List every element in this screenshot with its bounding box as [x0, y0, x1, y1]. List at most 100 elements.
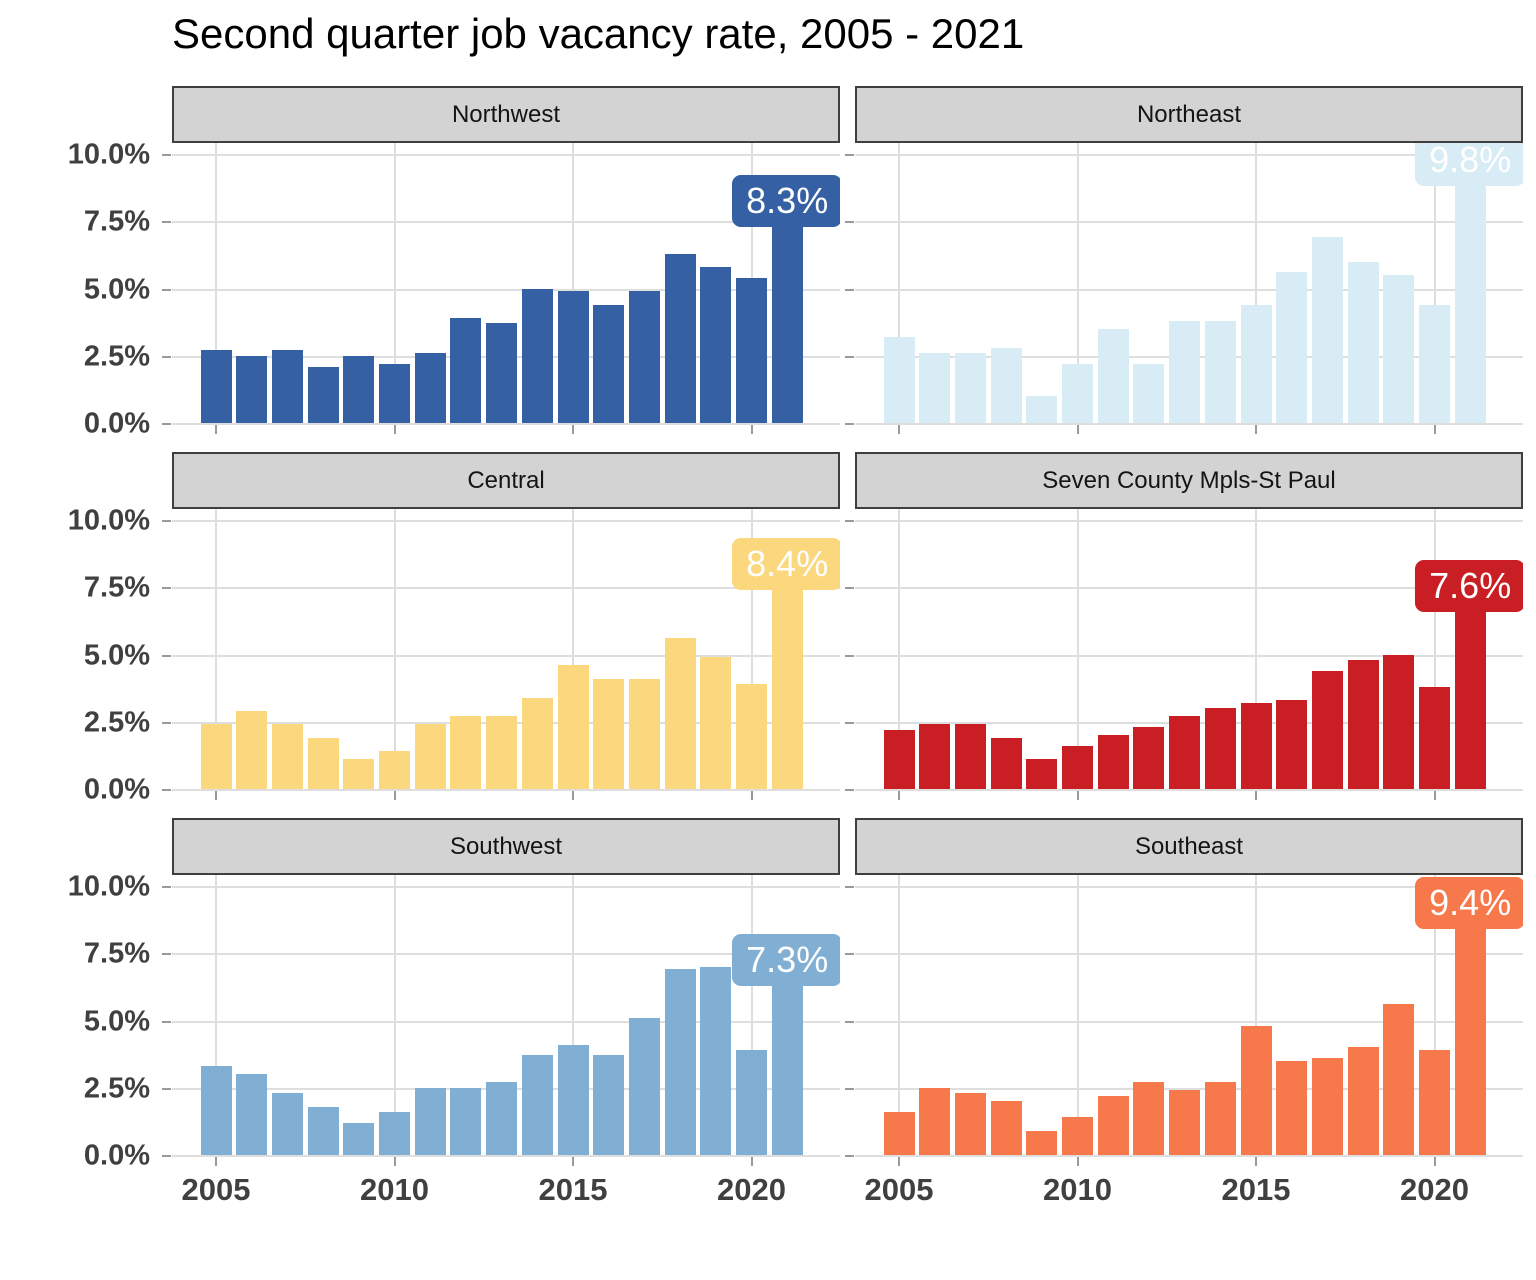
x-tick	[898, 1157, 900, 1166]
y-axis-label: 0.0%	[83, 1139, 150, 1172]
gridline-horizontal	[855, 1087, 1523, 1090]
y-tick	[845, 721, 854, 724]
x-axis-label: 2015	[1221, 1172, 1291, 1207]
gridline-horizontal	[855, 654, 1523, 657]
gridline-horizontal	[172, 288, 840, 291]
x-tick	[1076, 791, 1079, 800]
bar-2012	[1133, 363, 1165, 423]
gridline-vertical	[1076, 143, 1079, 425]
facet-title: Central	[467, 466, 545, 494]
gridline-horizontal	[172, 154, 840, 156]
bar-2014	[521, 1055, 553, 1155]
y-axis-label: 7.5%	[83, 205, 150, 238]
x-tick	[898, 791, 900, 800]
gridline-horizontal	[855, 1155, 1523, 1157]
facet-title: Southeast	[1134, 832, 1244, 860]
y-axis-label: 10.0%	[67, 138, 150, 171]
gridline-vertical	[898, 509, 900, 791]
bar-2020	[736, 1050, 767, 1155]
x-axis-label: 2015	[538, 1172, 608, 1207]
facet-panel-central: Central 8.4%	[172, 452, 840, 791]
facet-plot-area: 8.4%	[172, 509, 840, 791]
x-tick	[393, 791, 396, 800]
bar-2008	[990, 1101, 1022, 1155]
x-tick	[1433, 791, 1436, 800]
x-tick	[1433, 1157, 1436, 1166]
bar-2020	[1419, 1050, 1450, 1155]
x-tick	[898, 425, 900, 434]
bar-2015	[1240, 702, 1272, 789]
bar-2019	[700, 657, 732, 789]
bar-2011	[1097, 735, 1129, 789]
bar-2006	[236, 355, 268, 423]
bar-2016	[593, 1055, 625, 1155]
value-label: 8.4%	[732, 538, 840, 591]
bar-2011	[1097, 1095, 1129, 1155]
x-tick	[1076, 425, 1079, 434]
bar-2008	[307, 1106, 339, 1155]
gridline-vertical	[1076, 509, 1079, 791]
gridline-vertical	[1255, 875, 1257, 1157]
gridline-horizontal	[855, 587, 1523, 590]
value-label: 8.3%	[732, 174, 840, 227]
bar-2014	[1204, 708, 1236, 789]
facet-header: Southeast	[855, 818, 1523, 875]
bar-2014	[521, 288, 553, 423]
bar-2009	[343, 1122, 375, 1155]
y-tick	[162, 1155, 171, 1157]
y-tick	[162, 587, 171, 590]
facet-panel-southwest: Southwest 7.3%	[172, 818, 840, 1157]
bar-2010	[379, 363, 410, 423]
y-axis-label: 5.0%	[83, 1005, 150, 1037]
gridline-vertical	[572, 875, 574, 1157]
facet-panel-northwest: Northwest 8.3%	[172, 86, 840, 425]
bar-2017	[628, 291, 660, 423]
bar-2021	[1454, 584, 1486, 789]
y-tick	[162, 221, 171, 224]
facet-header: Southwest	[172, 818, 840, 875]
gridline-vertical	[750, 875, 753, 1157]
bar-2008	[307, 737, 339, 789]
bar-2012	[450, 716, 482, 789]
bar-2007	[271, 350, 303, 423]
facet-header: Northwest	[172, 86, 840, 143]
bar-2005	[883, 1111, 915, 1155]
gridline-horizontal	[855, 154, 1523, 156]
facet-title: Southwest	[449, 832, 563, 860]
bar-2020	[1419, 304, 1450, 423]
y-axis-label: 5.0%	[83, 273, 150, 305]
x-tick	[393, 425, 396, 434]
bar-2017	[628, 678, 660, 789]
gridline-vertical	[1433, 509, 1436, 791]
bar-2017	[628, 1017, 660, 1155]
x-tick	[572, 425, 574, 434]
y-tick	[845, 221, 854, 224]
bar-2019	[1383, 275, 1415, 423]
gridline-vertical	[572, 143, 574, 425]
gridline-vertical	[215, 509, 217, 791]
facet-plot-area: 8.3%	[172, 143, 840, 425]
y-tick	[162, 953, 171, 956]
bar-2012	[1133, 727, 1165, 789]
x-tick	[1433, 425, 1436, 434]
y-tick	[162, 520, 171, 522]
bar-2011	[1097, 328, 1129, 423]
y-axis-label: 7.5%	[83, 571, 150, 604]
gridline-horizontal	[855, 423, 1523, 425]
gridline-horizontal	[172, 953, 840, 956]
facet-plot-area: 7.6%	[855, 509, 1523, 791]
bar-2006	[236, 711, 268, 789]
x-tick	[1076, 1157, 1079, 1166]
gridline-horizontal	[172, 886, 840, 888]
bar-2011	[414, 1087, 446, 1155]
facet-plot-area: 9.8%	[855, 143, 1523, 425]
x-tick	[215, 791, 217, 800]
bar-2006	[919, 1087, 951, 1155]
bar-2010	[1062, 363, 1093, 423]
gridline-vertical	[572, 509, 574, 791]
y-tick	[845, 1155, 854, 1157]
bar-2018	[664, 638, 696, 789]
facet-plot-area: 9.4%	[855, 875, 1523, 1157]
gridline-horizontal	[855, 221, 1523, 224]
x-tick	[215, 425, 217, 434]
